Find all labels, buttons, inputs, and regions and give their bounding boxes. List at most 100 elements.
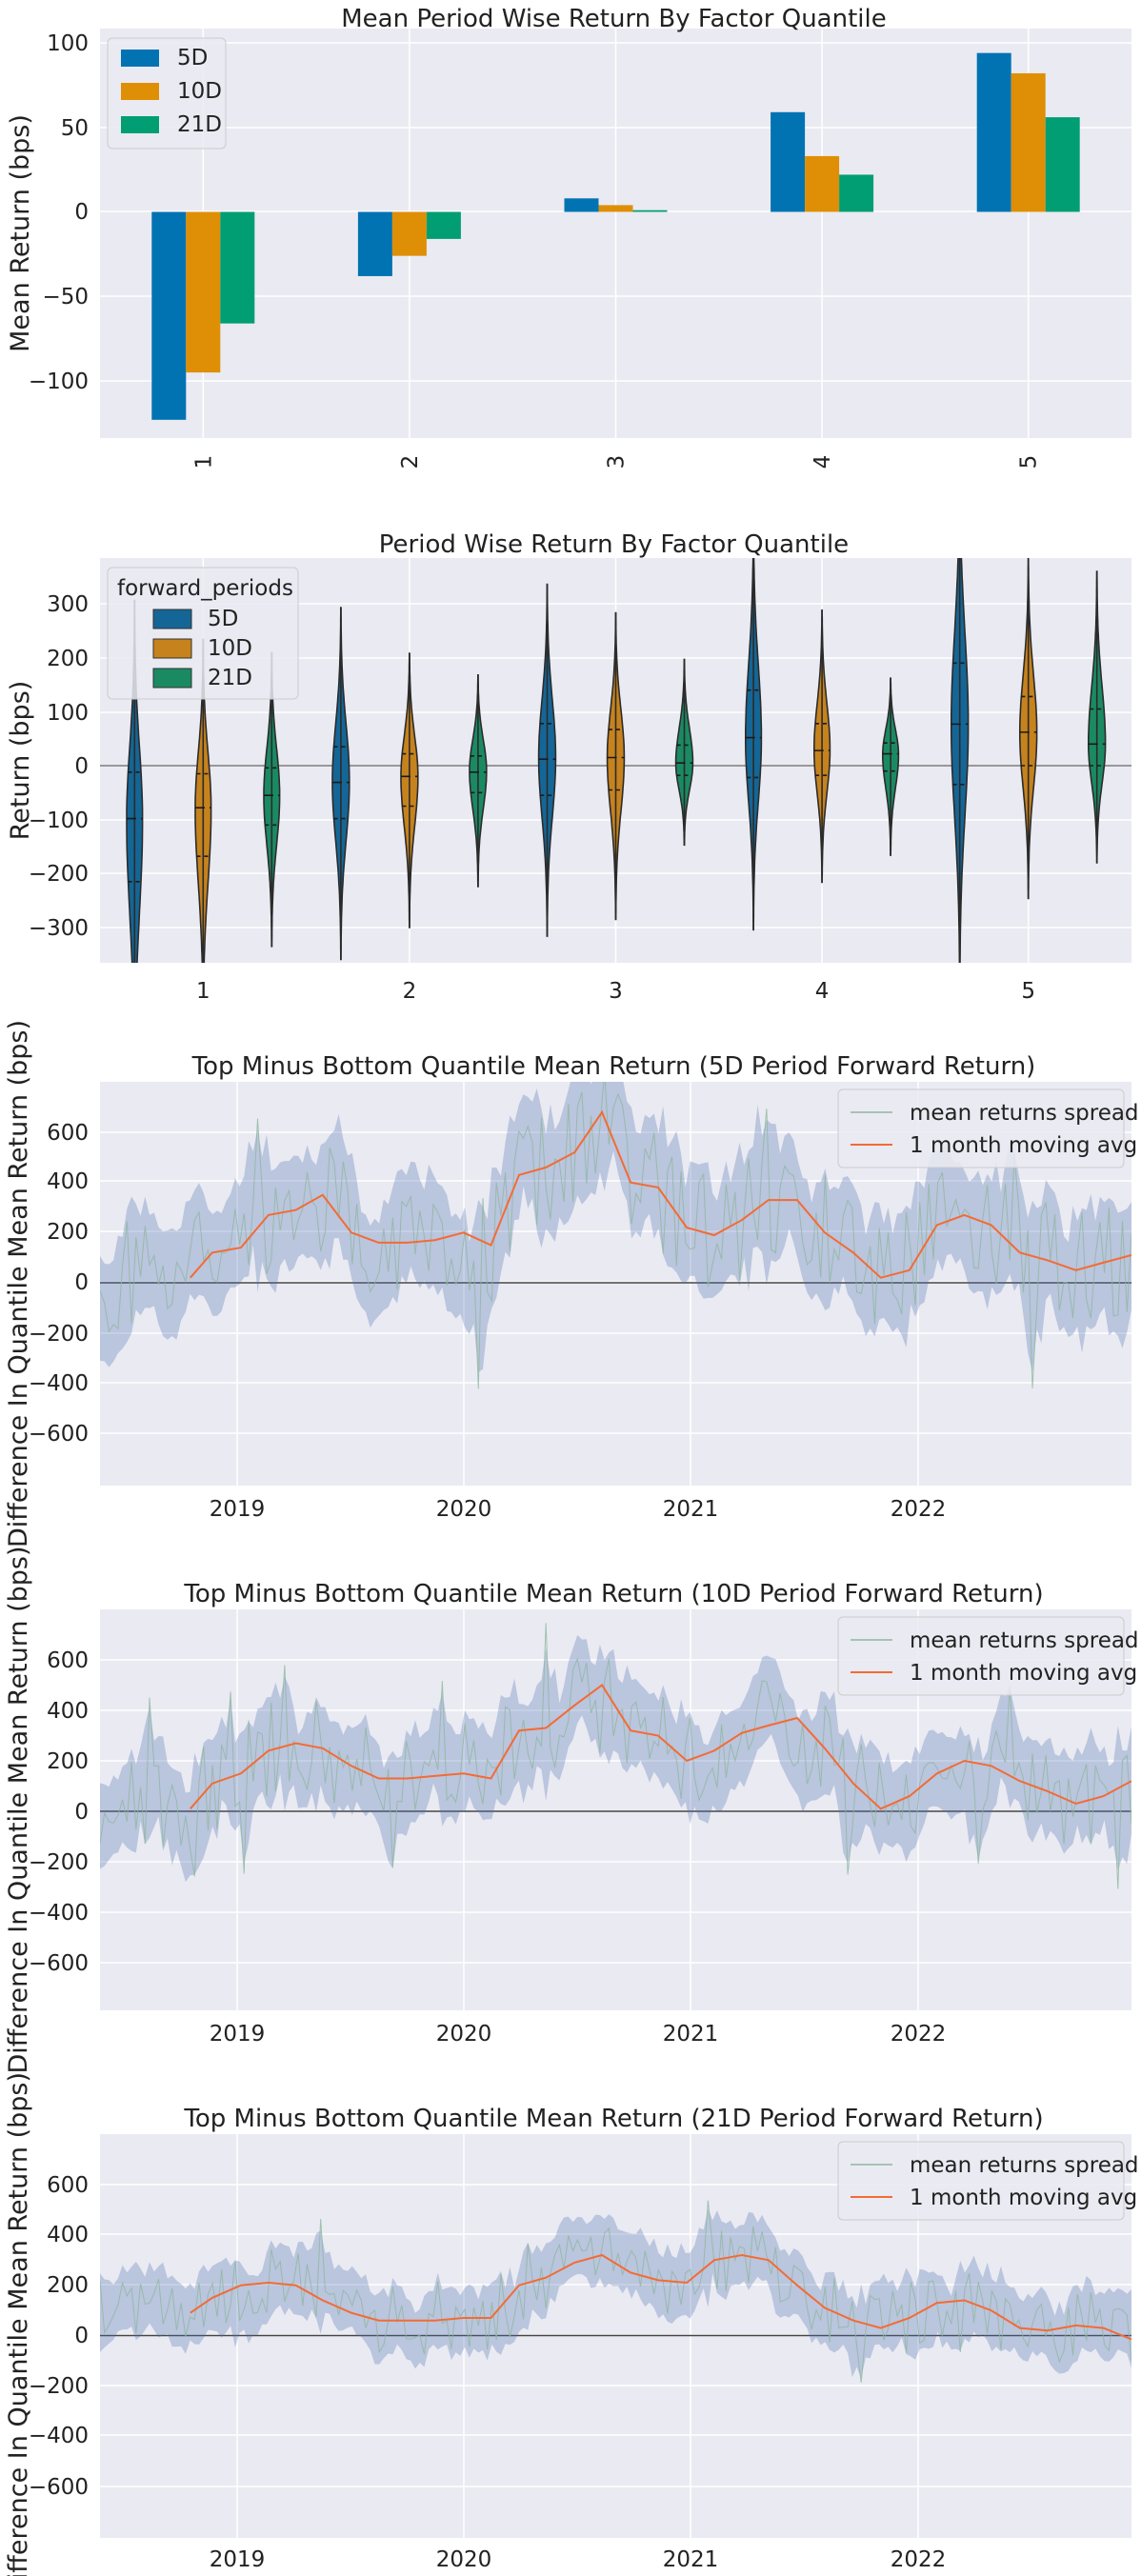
x-tick-label: 4 (811, 455, 835, 469)
mean-returns-spread-line (100, 1623, 1131, 1889)
legend-label: 5D (208, 607, 238, 631)
chart-title: Mean Period Wise Return By Factor Quanti… (341, 5, 886, 33)
x-tick-label: 2021 (663, 2022, 719, 2047)
y-tick-label: 400 (47, 1699, 89, 1724)
y-tick-label: 200 (47, 1749, 89, 1774)
chart-title: Top Minus Bottom Quantile Mean Return (2… (183, 2105, 1043, 2133)
y-tick-label: 0 (74, 1270, 89, 1295)
x-tick-label: 5 (1021, 979, 1035, 1004)
x-tick-label: 1 (196, 979, 210, 1004)
chart-title: Top Minus Bottom Quantile Mean Return (1… (183, 1580, 1043, 1608)
legend-label: 10D (177, 79, 222, 104)
bar (564, 198, 599, 212)
legend-box (837, 1088, 1125, 1168)
y-tick-label: 200 (47, 647, 89, 671)
y-tick-label: 600 (47, 1648, 89, 1673)
y-tick-label: −50 (42, 285, 89, 310)
legend-label: 1 month moving avg (910, 1661, 1137, 1686)
legend-label: 10D (208, 636, 252, 661)
x-tick-label: 2022 (891, 2547, 947, 2572)
legend-title: forward_periods (117, 576, 293, 601)
y-tick-label: −100 (29, 369, 89, 394)
x-tick-label: 2021 (663, 2547, 719, 2572)
legend-swatch (121, 83, 159, 100)
x-tick-label: 1 (191, 455, 216, 469)
panel-5: 600 400 200 0 −200 −400 −600 Top Minus Bottom Q… (4, 2072, 1139, 2576)
bar (771, 111, 806, 212)
bar (598, 205, 633, 212)
y-tick-label: 0 (74, 200, 89, 225)
legend-swatch (121, 116, 159, 133)
violins (126, 558, 1107, 963)
moving-average-line (190, 2253, 1131, 2341)
x-tick-label: 4 (815, 979, 830, 1004)
legend: 5D 10D 21D (107, 37, 227, 150)
moving-average-line (190, 1684, 1131, 1810)
x-tick-label: 3 (609, 979, 623, 1004)
y-tick-label: −600 (29, 1951, 89, 1976)
legend-label: 5D (177, 46, 208, 70)
x-tick-label: 2021 (663, 1497, 719, 1522)
bar (426, 211, 461, 239)
x-tick-label: 2022 (891, 1497, 947, 1522)
x-tick-label: 2020 (436, 1497, 492, 1522)
y-tick-label: 200 (47, 1220, 89, 1245)
chart-title: Period Wise Return By Factor Quantile (379, 530, 849, 559)
bar (632, 210, 668, 212)
bar (186, 211, 221, 373)
y-tick-label: −600 (29, 1422, 89, 1447)
legend-label: 1 month moving avg (910, 2186, 1137, 2210)
legend: forward_periods 5D 10D 21D (107, 567, 299, 700)
mean-returns-spread-line (100, 2200, 1131, 2384)
legend-box (107, 567, 299, 700)
legend-label: mean returns spread (910, 2153, 1139, 2178)
y-tick-label: 600 (47, 1121, 89, 1146)
x-tick-label: 3 (605, 455, 630, 469)
y-tick-label: −400 (29, 1371, 89, 1396)
bar (220, 211, 255, 324)
legend: mean returns spread 1 month moving avg (837, 1616, 1139, 1696)
y-tick-label: −600 (29, 2475, 89, 2500)
y-axis-label: Return (bps) (6, 681, 35, 841)
y-tick-label: 0 (74, 2324, 89, 2348)
x-tick-label: 5 (1017, 455, 1042, 469)
panel-1: 100 50 0 −50 −100 Mean Period Wise Return By … (6, 5, 1131, 469)
panel-2: 300 200 100 0 −100 −200 −300 Period Wise Return… (6, 530, 1131, 1004)
y-tick-label: 0 (74, 754, 89, 779)
mean-returns-spread-line (100, 1082, 1131, 1389)
legend-label: 1 month moving avg (910, 1133, 1137, 1158)
y-tick-label: −200 (29, 1322, 89, 1347)
legend-label: 21D (177, 112, 222, 137)
series-area (100, 1082, 1131, 1389)
y-axis-label: Difference In Quantile Mean Return (bps) (4, 1020, 33, 1548)
y-tick-label: 100 (47, 701, 89, 726)
moving-average-line (190, 1109, 1131, 1279)
y-tick-label: −400 (29, 1901, 89, 1926)
y-tick-label: 400 (47, 2223, 89, 2247)
bar (357, 211, 392, 276)
spread-band (100, 2208, 1131, 2379)
legend-box (837, 1616, 1125, 1696)
legend-swatch (152, 638, 192, 659)
y-tick-label: −200 (29, 2374, 89, 2399)
x-tick-label: 2 (403, 979, 417, 1004)
legend-label: mean returns spread (910, 1101, 1139, 1126)
bar (805, 155, 840, 212)
x-tick-label: 2022 (891, 2022, 947, 2047)
x-tick-label: 2019 (210, 2022, 266, 2047)
legend-label: 21D (208, 666, 252, 690)
x-tick-label: 2 (398, 455, 423, 469)
y-tick-label: −200 (29, 862, 89, 887)
chart-title: Top Minus Bottom Quantile Mean Return (5… (191, 1052, 1036, 1081)
series-area (100, 1623, 1131, 1889)
y-tick-label: 0 (74, 1800, 89, 1825)
legend: mean returns spread 1 month moving avg (837, 1088, 1139, 1168)
bar (151, 211, 187, 420)
y-tick-label: 400 (47, 1169, 89, 1194)
legend-swatch (152, 609, 192, 629)
x-tick-label: 2020 (436, 2547, 492, 2572)
y-tick-label: 300 (47, 592, 89, 617)
x-tick-label: 2020 (436, 2022, 492, 2047)
bar (1045, 117, 1080, 212)
